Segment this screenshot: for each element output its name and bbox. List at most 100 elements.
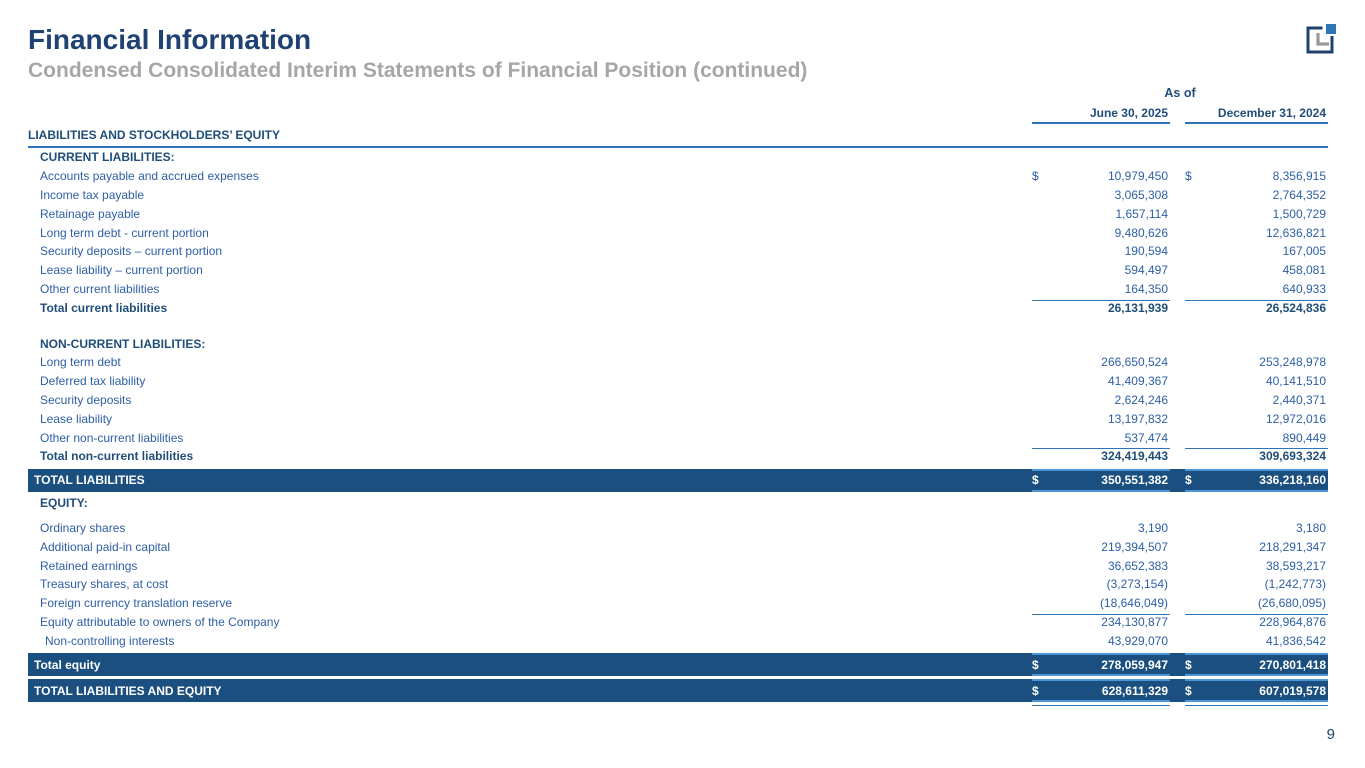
value-december: 167,005 (1282, 244, 1326, 259)
dollar-sign: $ (1032, 657, 1039, 672)
value-june: (3,273,154) (1106, 577, 1168, 592)
row-label: CURRENT LIABILITIES: (40, 150, 175, 165)
value-june: 164,350 (1124, 281, 1168, 296)
value-december: 26,524,836 (1265, 300, 1326, 315)
value-group-june: 9,480,626 (1032, 226, 1170, 240)
row-label: TOTAL LIABILITIES (34, 473, 145, 488)
value-group-december: (26,680,095) (1185, 596, 1328, 610)
value-december: (26,680,095) (1257, 596, 1326, 611)
value-june: 537,474 (1124, 430, 1168, 445)
value-december: 607,019,578 (1259, 683, 1326, 698)
row-label: Ordinary shares (40, 520, 126, 535)
dollar-sign: $ (1185, 473, 1192, 488)
total-band-row: TOTAL LIABILITIES AND EQUITY $628,611,329… (28, 679, 1328, 703)
financial-position-table: As of June 30, 2025 December 31, 2024 LI… (28, 86, 1328, 708)
row-label: Total equity (34, 657, 101, 672)
value-group-june: 3,190 (1032, 521, 1170, 535)
value-december: 218,291,347 (1259, 539, 1326, 554)
row-label: Deferred tax liability (40, 374, 146, 389)
row-label: Lease liability – current portion (40, 263, 203, 278)
value-june: 3,065,308 (1114, 187, 1168, 202)
value-group-december: 40,141,510 (1185, 374, 1328, 388)
table-row: Non-controlling interests 43,929,070 41,83… (28, 631, 1328, 650)
value-group-december: 890,449 (1185, 431, 1328, 445)
table-row: Equity attributable to owners of the Com… (28, 613, 1328, 632)
dollar-sign: $ (1032, 683, 1039, 698)
value-group-june: 164,350 (1032, 282, 1170, 296)
row-label: Security deposits (40, 392, 132, 407)
value-group-december: 228,964,876 (1185, 613, 1328, 629)
value-december: 1,500,729 (1272, 206, 1326, 221)
value-june: 324,419,443 (1101, 449, 1168, 464)
row-label: EQUITY: (40, 496, 88, 511)
value-group-june: 3,065,308 (1032, 188, 1170, 202)
table-row: Long term debt 266,650,524 253,248,978 (28, 353, 1328, 372)
table-row: Other current liabilities 164,350 640,933 (28, 280, 1328, 299)
table-row: Ordinary shares 3,190 3,180 (28, 519, 1328, 538)
table-row: EQUITY: (28, 494, 1328, 513)
value-group-june: 537,474 (1032, 431, 1170, 445)
row-label: Security deposits – current portion (40, 244, 223, 259)
value-june: 10,979,450 (1107, 169, 1168, 184)
value-june: (18,646,049) (1099, 596, 1168, 611)
value-group-june: $350,551,382 (1032, 468, 1170, 492)
value-june: 234,130,877 (1101, 614, 1168, 629)
section-main-header: LIABILITIES AND STOCKHOLDERS’ EQUITY (28, 124, 1328, 148)
value-december: 2,764,352 (1272, 187, 1326, 202)
value-december: 270,801,418 (1259, 657, 1326, 672)
value-group-june: 190,594 (1032, 244, 1170, 258)
value-group-december (1185, 705, 1328, 707)
table-row: Accounts payable and accrued expenses $10… (28, 167, 1328, 186)
value-group-december: 218,291,347 (1185, 540, 1328, 554)
company-logo-icon (1301, 20, 1341, 60)
page-subtitle: Condensed Consolidated Interim Statement… (28, 59, 808, 82)
value-group-december: 3,180 (1185, 521, 1328, 535)
value-group-december: 41,836,542 (1185, 634, 1328, 648)
row-label: Equity attributable to owners of the Com… (40, 614, 280, 629)
table-row: Lease liability – current portion 594,497… (28, 261, 1328, 280)
value-group-december: 1,500,729 (1185, 207, 1328, 221)
value-group-june: (18,646,049) (1032, 596, 1170, 610)
value-group-june (1032, 705, 1170, 707)
table-row: Treasury shares, at cost (3,273,154) (1,24… (28, 575, 1328, 594)
value-december: 38,593,217 (1265, 558, 1326, 573)
value-group-june: $10,979,450 (1032, 169, 1170, 183)
value-june: 190,594 (1124, 244, 1168, 259)
value-december: 2,440,371 (1272, 392, 1326, 407)
value-group-june: 1,657,114 (1032, 207, 1170, 221)
table-row: Security deposits – current portion 190,5… (28, 242, 1328, 261)
table-row (28, 317, 1328, 334)
value-december: 458,081 (1282, 263, 1326, 278)
table-row: Additional paid-in capital 219,394,507 218… (28, 537, 1328, 556)
value-december: 890,449 (1282, 430, 1326, 445)
value-group-june: $278,059,947 (1032, 653, 1170, 677)
value-group-december: 2,440,371 (1185, 393, 1328, 407)
value-june: 594,497 (1124, 263, 1168, 278)
value-december: 8,356,915 (1272, 169, 1326, 184)
row-label: TOTAL LIABILITIES AND EQUITY (34, 683, 222, 698)
value-group-december: (1,242,773) (1185, 577, 1328, 591)
section-main-header-label: LIABILITIES AND STOCKHOLDERS’ EQUITY (28, 128, 281, 142)
row-label: Treasury shares, at cost (40, 577, 169, 592)
row-label: Long term debt - current portion (40, 225, 209, 240)
row-label: Other current liabilities (40, 281, 160, 296)
value-group-december: $607,019,578 (1185, 679, 1328, 703)
row-label: Long term debt (40, 355, 121, 370)
value-december: (1,242,773) (1264, 577, 1326, 592)
value-june: 266,650,524 (1101, 355, 1168, 370)
total-band-row: Total equity $278,059,947 $270,801,418 (28, 653, 1328, 677)
value-december: 40,141,510 (1265, 374, 1326, 389)
value-group-june: 43,929,070 (1032, 634, 1170, 648)
value-june: 3,190 (1137, 520, 1168, 535)
dollar-sign: $ (1032, 473, 1039, 488)
value-group-december: $336,218,160 (1185, 468, 1328, 492)
table-row: CURRENT LIABILITIES: (28, 148, 1328, 167)
page-number: 9 (1326, 726, 1335, 743)
value-group-june: 594,497 (1032, 263, 1170, 277)
row-label: Retained earnings (40, 558, 138, 573)
value-group-june: 324,419,443 (1032, 448, 1170, 463)
row-label: Total non-current liabilities (40, 449, 194, 464)
value-june: 350,551,382 (1101, 473, 1168, 488)
column-header-june: June 30, 2025 (1032, 106, 1170, 124)
row-label: Accounts payable and accrued expenses (40, 169, 259, 184)
